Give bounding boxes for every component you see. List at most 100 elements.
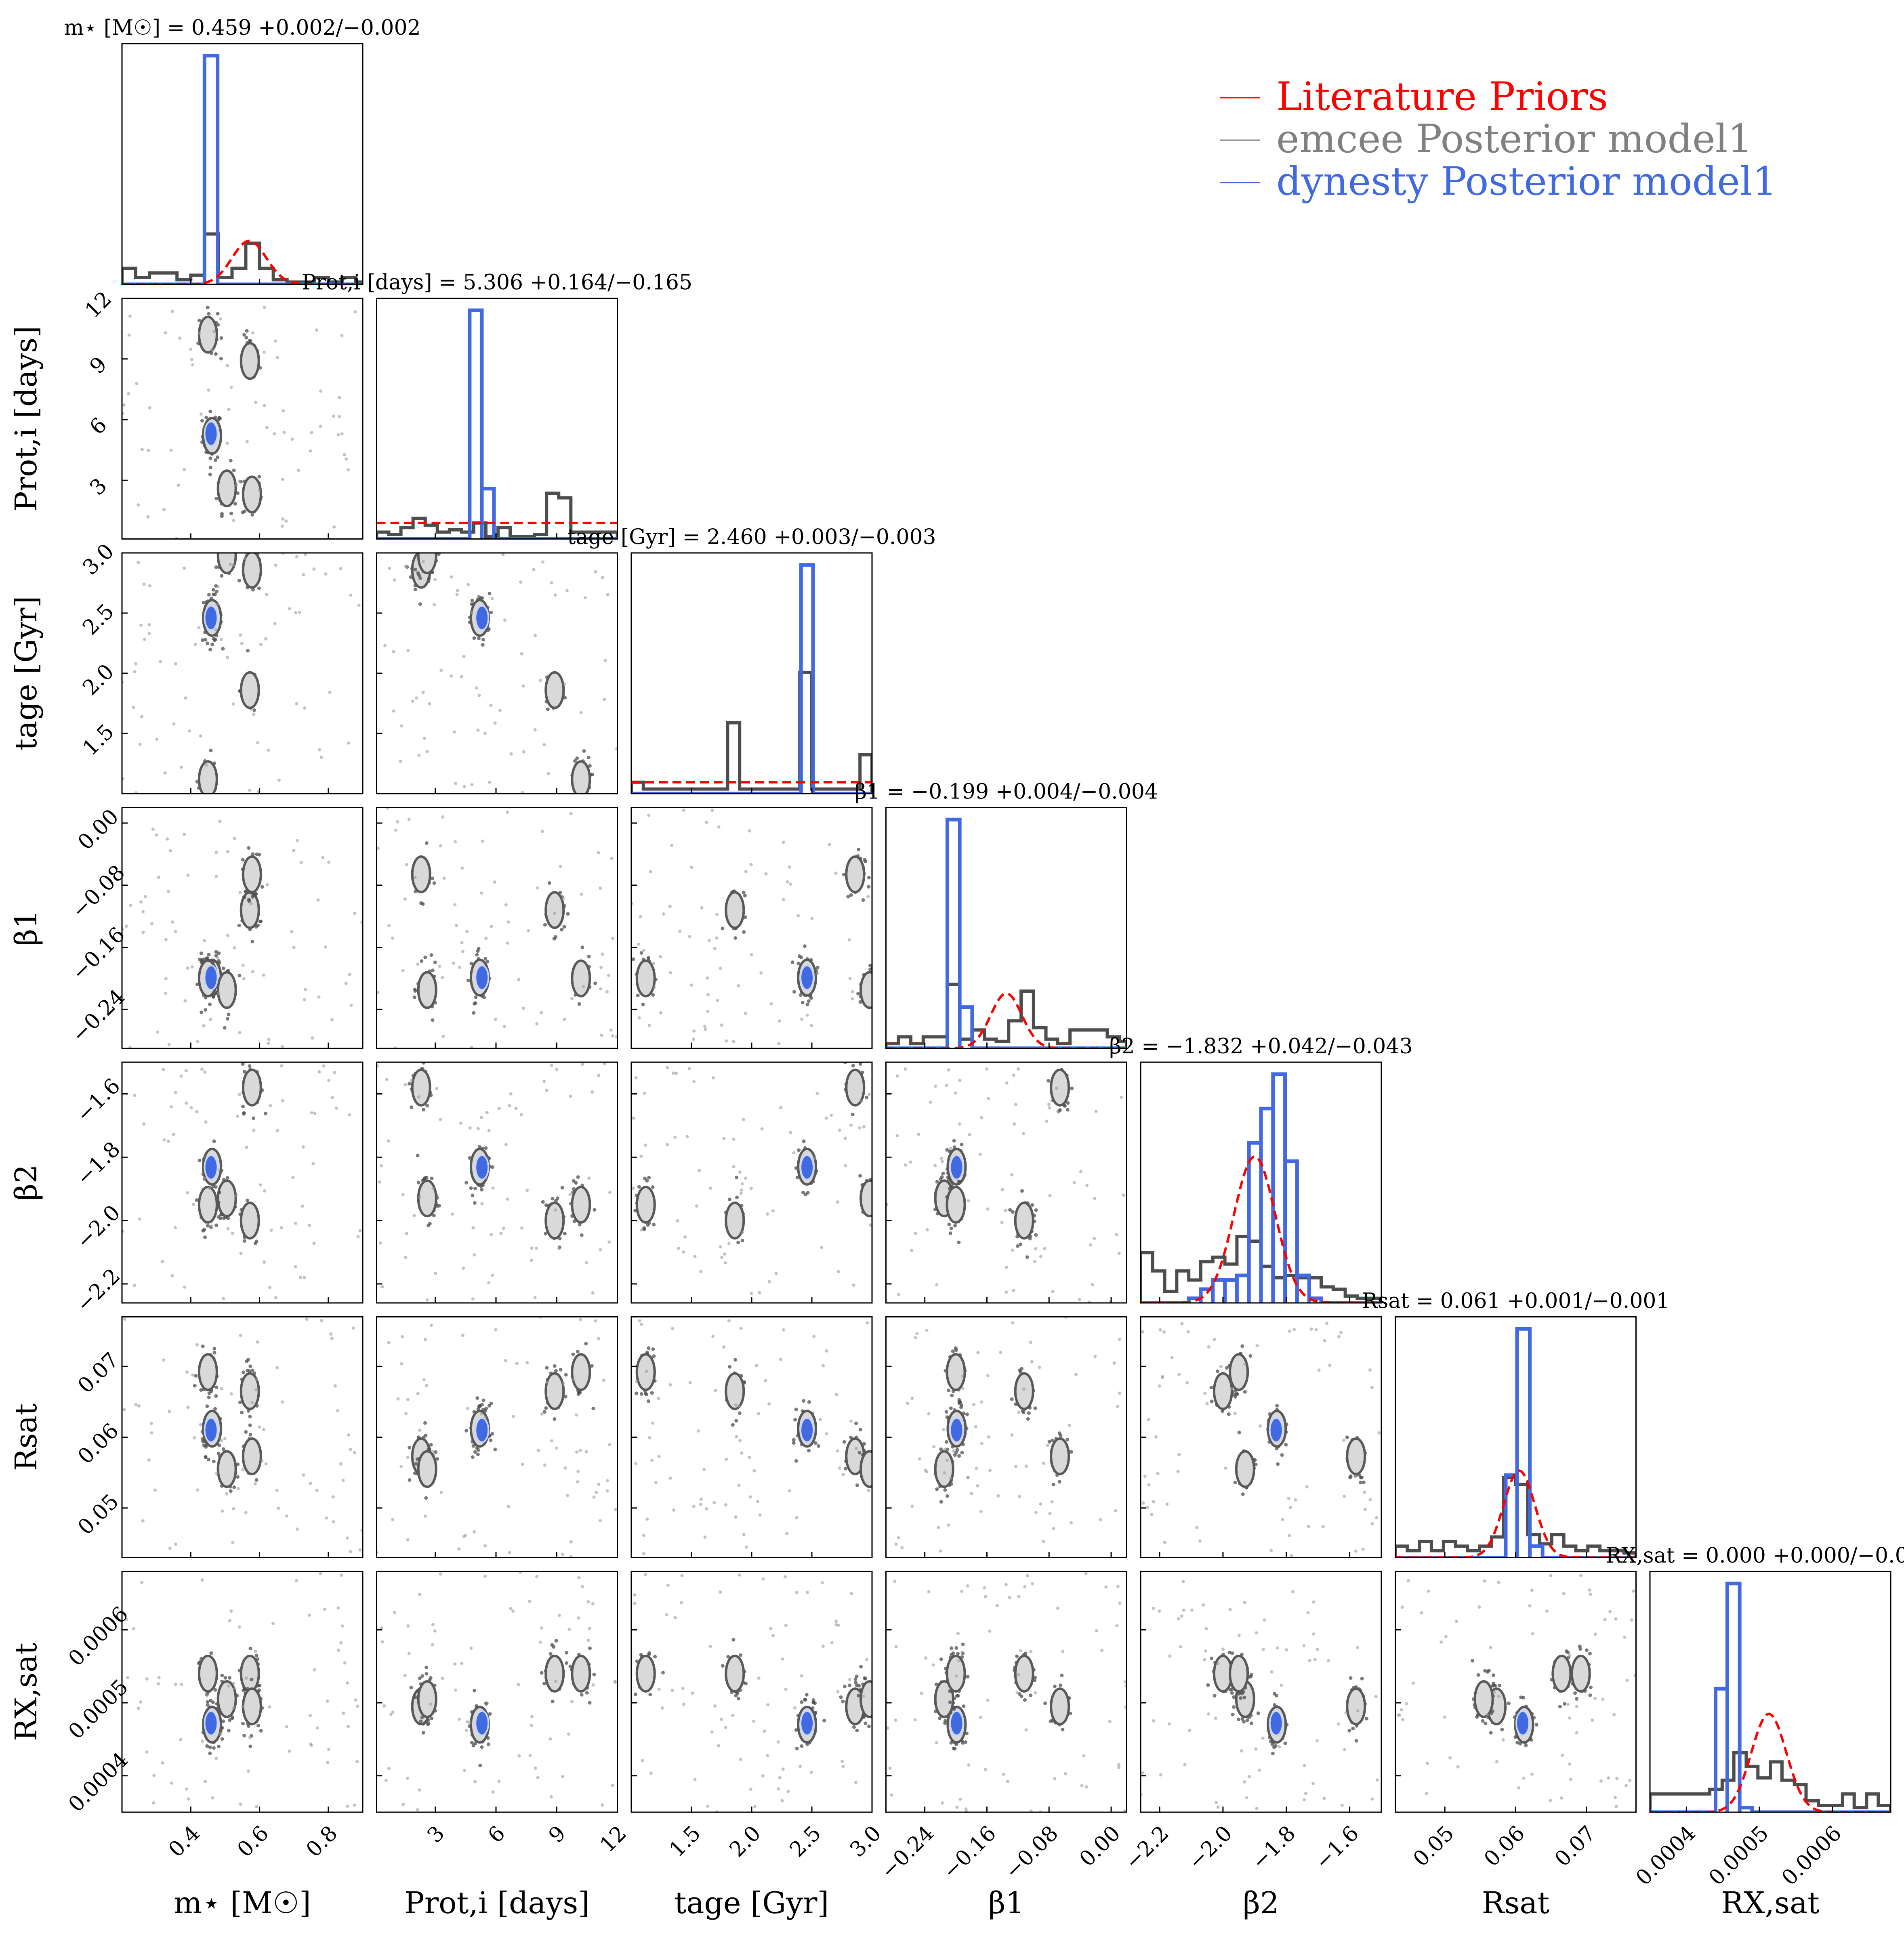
emcee-sample-point [1018,1495,1021,1498]
emcee-sample-point [210,643,214,647]
emcee-sample-point [275,1129,279,1132]
emcee-sample-point [219,1212,223,1216]
emcee-sample-point [295,555,298,559]
emcee-sample-point [501,553,505,556]
emcee-sample-point [395,820,399,824]
emcee-sample-point [1342,1439,1346,1442]
emcee-sample-point [566,1494,570,1497]
emcee-sample-point [421,902,425,906]
emcee-sample-point [166,890,170,893]
emcee-sample-point [333,1071,336,1074]
emcee-sample-point [670,843,674,847]
emcee-sample-point [208,456,212,460]
emcee-sample-point [493,880,496,884]
emcee-sample-point [347,741,350,745]
emcee-sample-point [1158,1384,1162,1388]
panel-content [1141,1321,1381,1557]
emcee-sample-point [209,1224,213,1228]
emcee-sample-point [637,1185,641,1189]
emcee-sample-point [856,992,860,996]
emcee-sample-point [546,707,550,711]
emcee-sample-point [597,1337,600,1340]
emcee-sample-point [460,866,464,870]
panel-tage-mstar [121,548,364,799]
emcee-sample-point [586,756,591,760]
emcee-sample-point [139,900,143,904]
panel-beta1-tage [630,807,881,1049]
emcee-sample-point [1117,1252,1121,1255]
emcee-sample-point [254,1478,258,1482]
emcee-sample-point [851,990,854,994]
emcee-sample-point [248,1064,252,1068]
emcee-sample-point [425,1175,429,1179]
emcee-contour [1014,1202,1034,1240]
panel-frame [376,552,618,794]
emcee-sample-point [203,1235,207,1239]
emcee-sample-point [429,953,433,957]
emcee-sample-point [217,951,221,955]
emcee-sample-point [533,1296,537,1299]
emcee-sample-point [1011,1248,1014,1252]
emcee-sample-point [1047,1440,1051,1444]
emcee-sample-point [216,312,220,316]
panel-beta2-tage [630,1057,873,1304]
emcee-sample-point [148,584,151,588]
emcee-sample-point [1276,1462,1280,1466]
hist-emcee-tage [631,670,872,794]
emcee-sample-point [274,1296,277,1299]
emcee-sample-point [687,1067,691,1070]
emcee-sample-point [212,1351,216,1355]
emcee-sample-point [473,1187,477,1191]
emcee-sample-point [481,643,485,647]
emcee-sample-point [224,548,227,551]
emcee-sample-point [431,968,435,972]
emcee-sample-point [867,1489,870,1492]
emcee-sample-point [672,1071,675,1075]
emcee-sample-point [134,1403,138,1406]
emcee-sample-point [1046,1443,1049,1447]
emcee-sample-point [855,1483,859,1487]
emcee-sample-point [1033,1260,1036,1263]
panel-content [122,819,363,1048]
emcee-sample-point [856,1057,860,1061]
emcee-sample-point [189,347,193,351]
emcee-sample-point [470,783,474,786]
emcee-sample-point [288,607,291,611]
emcee-sample-point [1029,1340,1032,1344]
emcee-sample-point [206,795,209,799]
emcee-sample-point [1042,1461,1045,1465]
emcee-sample-point [874,1462,878,1466]
emcee-sample-point [242,1370,246,1374]
hist-dynesty-tage [631,563,872,794]
emcee-sample-point [875,982,878,986]
emcee-sample-point [317,1070,321,1074]
emcee-sample-point [231,1231,234,1235]
emcee-contour [946,1353,966,1391]
emcee-sample-point [1353,1475,1357,1478]
emcee-sample-point [877,984,881,988]
emcee-sample-point [453,730,456,734]
emcee-sample-point [605,1479,609,1483]
panel-frame [376,298,618,540]
emcee-sample-point [473,1201,477,1205]
emcee-sample-point [233,502,237,506]
emcee-sample-point [750,953,753,956]
emcee-sample-point [634,1076,638,1080]
emcee-sample-point [602,1378,605,1382]
emcee-sample-point [967,1199,970,1203]
dynesty-best-point [207,1426,215,1434]
hist-dynesty-beta1 [886,817,1127,1048]
emcee-sample-point [421,691,425,694]
emcee-sample-point [728,1197,731,1202]
emcee-sample-point [867,876,871,880]
emcee-sample-point [583,596,587,600]
emcee-sample-point [248,339,252,343]
emcee-sample-point [206,305,210,309]
emcee-sample-point [153,1488,157,1492]
emcee-contour [860,1450,872,1488]
emcee-sample-point [858,1174,862,1178]
emcee-sample-point [1233,1412,1237,1415]
emcee-sample-point [934,1084,937,1088]
emcee-sample-point [692,1038,696,1041]
emcee-sample-point [1359,1476,1363,1479]
